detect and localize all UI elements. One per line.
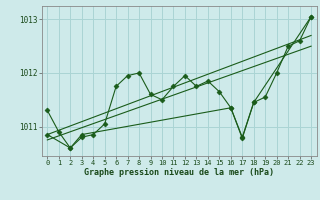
X-axis label: Graphe pression niveau de la mer (hPa): Graphe pression niveau de la mer (hPa) <box>84 168 274 177</box>
